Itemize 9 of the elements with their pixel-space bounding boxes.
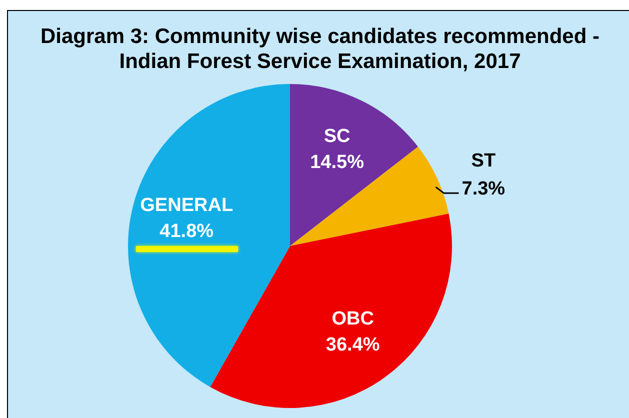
data-label: 7.3% [462, 178, 506, 200]
chart-title: Diagram 3: Community wise candidates recommended - Indian Forest Service Examination, 2017 [40, 24, 600, 74]
data-label: 14.5% [310, 152, 364, 174]
slice-label: ST [471, 150, 496, 172]
slice-label: GENERAL [140, 194, 234, 216]
slice-label: SC [324, 126, 351, 148]
slice-label: OBC [332, 308, 374, 330]
data-label: 36.4% [326, 334, 380, 356]
data-label: 41.8% [160, 220, 214, 242]
